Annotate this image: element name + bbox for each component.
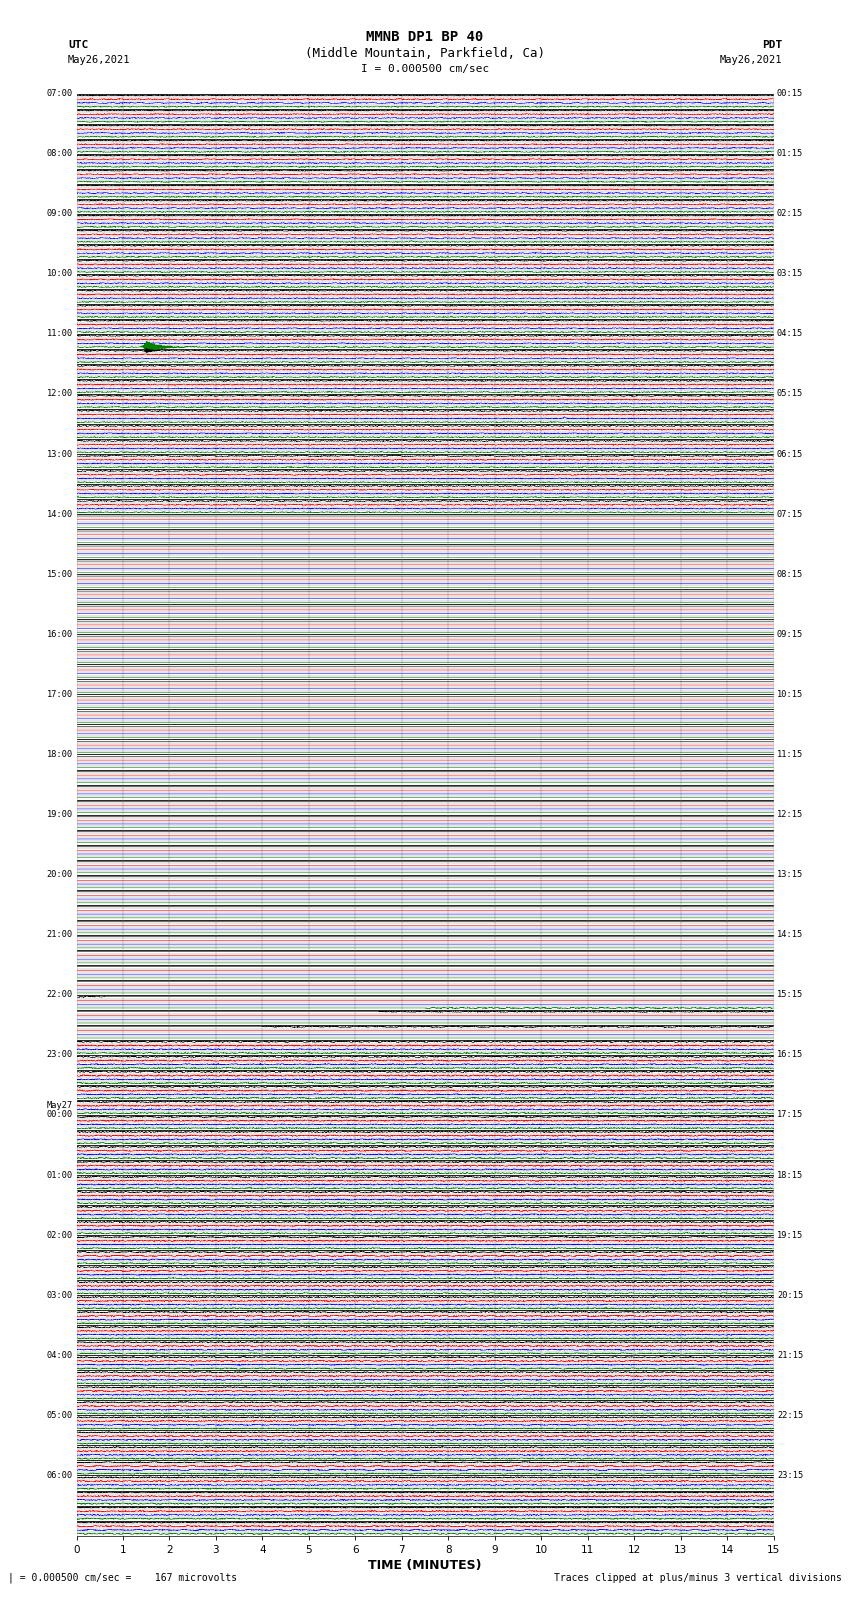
Text: 02:15: 02:15 bbox=[777, 210, 803, 218]
Text: 22:15: 22:15 bbox=[777, 1411, 803, 1419]
Text: 12:15: 12:15 bbox=[777, 810, 803, 819]
Text: 15:00: 15:00 bbox=[47, 569, 73, 579]
Text: 18:15: 18:15 bbox=[777, 1171, 803, 1179]
Text: 17:00: 17:00 bbox=[47, 690, 73, 698]
Text: 06:15: 06:15 bbox=[777, 450, 803, 458]
Text: Traces clipped at plus/minus 3 vertical divisions: Traces clipped at plus/minus 3 vertical … bbox=[553, 1573, 842, 1582]
Text: 23:15: 23:15 bbox=[777, 1471, 803, 1481]
Text: 20:15: 20:15 bbox=[777, 1290, 803, 1300]
Text: 16:00: 16:00 bbox=[47, 629, 73, 639]
Text: 15:15: 15:15 bbox=[777, 990, 803, 1000]
Text: 07:15: 07:15 bbox=[777, 510, 803, 519]
Text: (Middle Mountain, Parkfield, Ca): (Middle Mountain, Parkfield, Ca) bbox=[305, 47, 545, 60]
Text: 03:15: 03:15 bbox=[777, 269, 803, 279]
Text: 06:00: 06:00 bbox=[47, 1471, 73, 1481]
Text: 00:15: 00:15 bbox=[777, 89, 803, 98]
Text: 05:15: 05:15 bbox=[777, 389, 803, 398]
Text: 10:15: 10:15 bbox=[777, 690, 803, 698]
Text: 07:00: 07:00 bbox=[47, 89, 73, 98]
Text: 04:15: 04:15 bbox=[777, 329, 803, 339]
Text: 22:00: 22:00 bbox=[47, 990, 73, 1000]
Text: 01:15: 01:15 bbox=[777, 148, 803, 158]
Text: 14:00: 14:00 bbox=[47, 510, 73, 519]
Text: 08:00: 08:00 bbox=[47, 148, 73, 158]
Text: MMNB DP1 BP 40: MMNB DP1 BP 40 bbox=[366, 31, 484, 44]
Text: 21:15: 21:15 bbox=[777, 1350, 803, 1360]
Text: PDT: PDT bbox=[762, 40, 782, 50]
Text: | = 0.000500 cm/sec =    167 microvolts: | = 0.000500 cm/sec = 167 microvolts bbox=[8, 1573, 238, 1582]
Text: 19:15: 19:15 bbox=[777, 1231, 803, 1240]
X-axis label: TIME (MINUTES): TIME (MINUTES) bbox=[368, 1558, 482, 1571]
Text: 03:00: 03:00 bbox=[47, 1290, 73, 1300]
Text: 09:15: 09:15 bbox=[777, 629, 803, 639]
Text: 21:00: 21:00 bbox=[47, 931, 73, 939]
Text: 20:00: 20:00 bbox=[47, 869, 73, 879]
Text: 02:00: 02:00 bbox=[47, 1231, 73, 1240]
Text: May27: May27 bbox=[47, 1102, 73, 1110]
Text: 13:00: 13:00 bbox=[47, 450, 73, 458]
Text: UTC: UTC bbox=[68, 40, 88, 50]
Text: 01:00: 01:00 bbox=[47, 1171, 73, 1179]
Text: 00:00: 00:00 bbox=[47, 1110, 73, 1119]
Text: May26,2021: May26,2021 bbox=[719, 55, 782, 65]
Text: 17:15: 17:15 bbox=[777, 1110, 803, 1119]
Text: 09:00: 09:00 bbox=[47, 210, 73, 218]
Text: 18:00: 18:00 bbox=[47, 750, 73, 760]
Text: 04:00: 04:00 bbox=[47, 1350, 73, 1360]
Text: May26,2021: May26,2021 bbox=[68, 55, 131, 65]
Text: 23:00: 23:00 bbox=[47, 1050, 73, 1060]
Text: 08:15: 08:15 bbox=[777, 569, 803, 579]
Text: 05:00: 05:00 bbox=[47, 1411, 73, 1419]
Text: 12:00: 12:00 bbox=[47, 389, 73, 398]
Text: 11:00: 11:00 bbox=[47, 329, 73, 339]
Text: 10:00: 10:00 bbox=[47, 269, 73, 279]
Text: 13:15: 13:15 bbox=[777, 869, 803, 879]
Text: 19:00: 19:00 bbox=[47, 810, 73, 819]
Text: I = 0.000500 cm/sec: I = 0.000500 cm/sec bbox=[361, 65, 489, 74]
Text: 16:15: 16:15 bbox=[777, 1050, 803, 1060]
Text: 14:15: 14:15 bbox=[777, 931, 803, 939]
Text: 11:15: 11:15 bbox=[777, 750, 803, 760]
